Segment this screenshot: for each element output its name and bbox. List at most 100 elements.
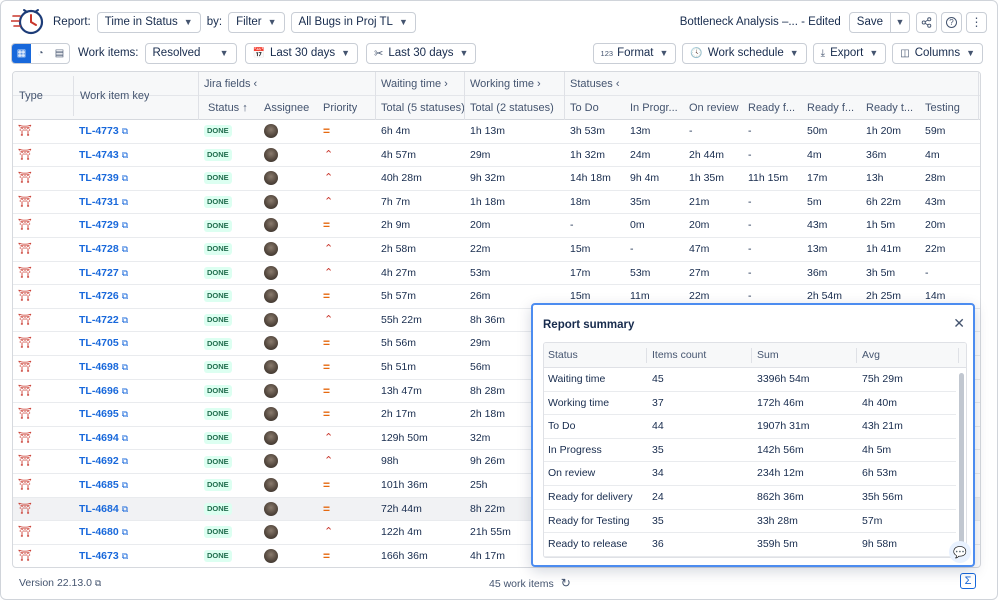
date-range-button[interactable]: 📅 Last 30 days ▼ [244, 42, 359, 64]
more-button[interactable]: ⋮ [966, 11, 987, 33]
avatar[interactable] [264, 454, 278, 469]
avatar[interactable] [264, 218, 278, 233]
list-view-icon[interactable]: ▤ [54, 47, 65, 59]
work-schedule-button[interactable]: 🕓 Work schedule ▼ [682, 42, 807, 64]
work-item-link[interactable]: TL-4694 ⧉ [79, 427, 128, 450]
avatar[interactable] [264, 265, 278, 280]
refresh-icon[interactable]: ↻ [560, 576, 571, 590]
work-item-link[interactable]: TL-4739 ⧉ [79, 167, 128, 190]
chart-view-icon[interactable]: ◔ [37, 47, 44, 59]
table-row[interactable]: ⛩ TL-4692 ⧉ DONE ⌃ 98h 9h 26m [13, 450, 980, 474]
avatar[interactable] [264, 194, 278, 209]
filter-dropdown[interactable]: Filter ▼ [228, 11, 285, 33]
table-row[interactable]: ⛩ TL-4743 ⧉ DONE ⌃ 4h 57m 29m 1h 32m 24m 2h 44m - 4… [13, 144, 980, 168]
table-row[interactable]: ⛩ TL-4729 ⧉ DONE = 2h 9m 20m - 0m 20m - 43m 1h 5m 20m [13, 214, 980, 238]
col-ready-to-release[interactable]: Ready t... [866, 102, 914, 114]
table-row[interactable]: ⛩ TL-4731 ⧉ DONE ⌃ 7h 7m 1h 18m 18m 35m 21m - 5m 6h … [13, 191, 980, 215]
table-row[interactable]: ⛩ TL-4739 ⧉ DONE ⌃ 40h 28m 9h 32m 14h 18m 9h 4m 1… [13, 167, 980, 191]
close-icon[interactable]: ✕ [953, 315, 965, 331]
help-button[interactable]: ? [941, 11, 962, 33]
columns-button[interactable]: ◫ Columns ▼ [892, 42, 983, 64]
group-jira-fields[interactable]: Jira fields ‹ [200, 72, 257, 96]
col-status[interactable]: Status ↑ [204, 96, 248, 120]
table-row[interactable]: ⛩ TL-4705 ⧉ DONE = 5h 56m 29m [13, 332, 980, 356]
table-row[interactable]: ⛩ TL-4673 ⧉ DONE = 166h 36m 4h 17m [13, 545, 980, 567]
summary-col-sum[interactable]: Sum [757, 349, 779, 361]
scope-dropdown[interactable]: All Bugs in Proj TL ▼ [290, 11, 416, 33]
col-in-progress[interactable]: In Progr... [630, 102, 678, 114]
work-item-link[interactable]: TL-4692 ⧉ [79, 450, 128, 473]
work-item-link[interactable]: TL-4728 ⧉ [79, 238, 128, 261]
avatar[interactable] [264, 147, 278, 162]
avatar[interactable] [264, 360, 278, 374]
avatar[interactable] [264, 548, 278, 563]
col-on-review[interactable]: On review [689, 102, 739, 114]
avatar[interactable] [264, 242, 278, 256]
avatar[interactable] [264, 478, 278, 492]
group-working-time[interactable]: Working time › [466, 72, 541, 96]
table-row[interactable]: ⛩ TL-4727 ⧉ DONE ⌃ 4h 27m 53m 17m 53m 27m - 36m 3h 5… [13, 262, 980, 286]
table-row[interactable]: ⛩ TL-4698 ⧉ DONE = 5h 51m 56m [13, 356, 980, 380]
work-item-link[interactable]: TL-4695 ⧉ [79, 403, 128, 426]
table-row[interactable]: ⛩ TL-4722 ⧉ DONE ⌃ 55h 22m 8h 36m [13, 309, 980, 333]
work-item-link[interactable]: TL-4698 ⧉ [79, 356, 128, 379]
col-testing[interactable]: Testing [925, 102, 960, 114]
col-working-total[interactable]: Total (2 statuses) [470, 102, 554, 114]
group-statuses[interactable]: Statuses ‹ [566, 72, 620, 96]
table-row[interactable]: ⛩ TL-4728 ⧉ DONE ⌃ 2h 58m 22m 15m - 47m - 13m 1h 41m… [13, 238, 980, 262]
work-items-select[interactable]: Resolved ▼ [144, 42, 237, 64]
col-waiting-total[interactable]: Total (5 statuses) [381, 102, 465, 114]
work-item-link[interactable]: TL-4729 ⧉ [79, 214, 128, 237]
table-row[interactable]: ⛩ TL-4694 ⧉ DONE ⌃ 129h 50m 32m [13, 427, 980, 451]
resolved-range-button[interactable]: ✂ Last 30 days ▼ [366, 42, 477, 64]
work-item-link[interactable]: TL-4705 ⧉ [79, 332, 128, 355]
summary-col-status[interactable]: Status [548, 349, 578, 361]
format-button[interactable]: 123 Format ▼ [592, 42, 677, 64]
work-item-link[interactable]: TL-4673 ⧉ [79, 545, 128, 567]
avatar[interactable] [264, 501, 278, 516]
group-waiting-time[interactable]: Waiting time › [377, 72, 448, 96]
table-row[interactable]: ⛩ TL-4680 ⧉ DONE ⌃ 122h 4m 21h 55m [13, 521, 980, 545]
avatar[interactable] [264, 430, 278, 445]
table-row[interactable]: ⛩ TL-4685 ⧉ DONE = 101h 36m 25h [13, 474, 980, 498]
table-row[interactable]: ⛩ TL-4696 ⧉ DONE = 13h 47m 8h 28m [13, 380, 980, 404]
work-item-link[interactable]: TL-4722 ⧉ [79, 309, 128, 332]
version-link[interactable]: Version 22.13.0 ⧉ [19, 577, 101, 589]
avatar[interactable] [264, 383, 278, 398]
work-item-link[interactable]: TL-4685 ⧉ [79, 474, 128, 497]
share-button[interactable] [916, 11, 937, 33]
work-item-link[interactable]: TL-4727 ⧉ [79, 262, 128, 285]
avatar[interactable] [264, 336, 278, 351]
table-row[interactable]: ⛩ TL-4726 ⧉ DONE = 5h 57m 26m 15m 11m 22m - 2h 54m 2… [13, 285, 980, 309]
summary-col-avg[interactable]: Avg [862, 349, 880, 361]
col-priority[interactable]: Priority [323, 102, 358, 114]
chat-icon[interactable]: 💬 [949, 541, 971, 563]
avatar[interactable] [264, 525, 278, 540]
col-type[interactable]: Type [19, 90, 43, 102]
avatar[interactable] [264, 171, 278, 186]
work-item-link[interactable]: TL-4773 ⧉ [79, 120, 128, 143]
avatar[interactable] [264, 124, 278, 138]
save-options-button[interactable]: ▼ [891, 11, 910, 33]
work-item-link[interactable]: TL-4731 ⧉ [79, 191, 128, 214]
col-todo[interactable]: To Do [570, 102, 599, 114]
work-item-link[interactable]: TL-4726 ⧉ [79, 285, 128, 308]
work-item-link[interactable]: TL-4743 ⧉ [79, 144, 128, 167]
grid-view-icon[interactable]: ▦ [12, 43, 31, 63]
summary-scrollbar[interactable] [959, 373, 964, 551]
save-button[interactable]: Save [848, 11, 891, 33]
avatar[interactable] [264, 312, 278, 327]
table-row[interactable]: ⛩ TL-4695 ⧉ DONE = 2h 17m 2h 18m [13, 403, 980, 427]
work-item-link[interactable]: TL-4684 ⧉ [79, 498, 128, 521]
export-button[interactable]: ⤓ Export ▼ [812, 42, 887, 64]
work-item-link[interactable]: TL-4696 ⧉ [79, 380, 128, 403]
work-item-link[interactable]: TL-4680 ⧉ [79, 521, 128, 544]
report-type-dropdown[interactable]: Time in Status ▼ [96, 11, 201, 33]
table-row[interactable]: ⛩ TL-4773 ⧉ DONE = 6h 4m 1h 13m 3h 53m 13m - - 50m 1… [13, 120, 980, 144]
avatar[interactable] [264, 289, 278, 304]
summary-col-items[interactable]: Items count [652, 349, 707, 361]
col-work-item-key[interactable]: Work item key [80, 90, 150, 102]
col-ready-for-delivery[interactable]: Ready f... [748, 102, 796, 114]
col-assignee[interactable]: Assignee [264, 102, 310, 114]
summary-toggle-button[interactable]: Σ [960, 573, 976, 589]
